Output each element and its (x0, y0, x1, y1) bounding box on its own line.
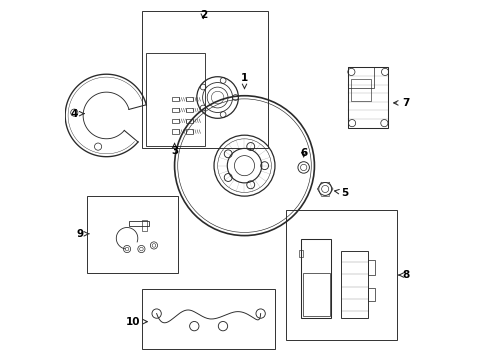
Text: 4: 4 (70, 109, 84, 119)
Bar (185, 108, 192, 112)
Text: 7: 7 (393, 98, 409, 108)
Bar (142, 12, 267, 148)
Bar (172, 119, 179, 123)
Bar (348, 67, 387, 128)
Text: 2: 2 (199, 10, 206, 20)
Text: 5: 5 (334, 188, 348, 198)
Bar (341, 251, 367, 318)
Text: 3: 3 (171, 143, 178, 156)
Bar (172, 108, 179, 112)
Text: 9: 9 (77, 229, 89, 239)
Text: 1: 1 (241, 73, 247, 89)
Bar (128, 221, 148, 226)
Text: 10: 10 (126, 317, 147, 327)
Bar (142, 289, 274, 348)
Text: 6: 6 (300, 148, 306, 158)
Bar (172, 130, 179, 134)
Bar (185, 119, 192, 123)
Bar (302, 273, 329, 316)
Bar (351, 79, 370, 100)
Bar (285, 211, 396, 339)
Bar (142, 220, 146, 231)
Text: 8: 8 (398, 270, 408, 280)
Bar (86, 196, 178, 273)
Bar (185, 97, 192, 102)
Bar (299, 250, 303, 257)
Bar (367, 288, 374, 301)
Bar (367, 260, 374, 275)
Bar (172, 97, 179, 102)
Bar (185, 130, 192, 134)
Bar (301, 239, 331, 318)
Bar (145, 53, 204, 146)
Bar (348, 67, 373, 88)
